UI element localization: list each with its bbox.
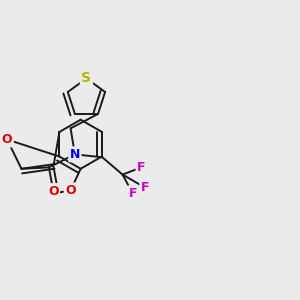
Text: O: O [2, 133, 12, 146]
Text: F: F [128, 187, 137, 200]
Text: S: S [82, 71, 92, 85]
Text: O: O [48, 184, 58, 198]
Text: N: N [70, 148, 80, 161]
Text: F: F [137, 161, 146, 174]
Text: F: F [141, 181, 149, 194]
Text: O: O [65, 184, 76, 197]
